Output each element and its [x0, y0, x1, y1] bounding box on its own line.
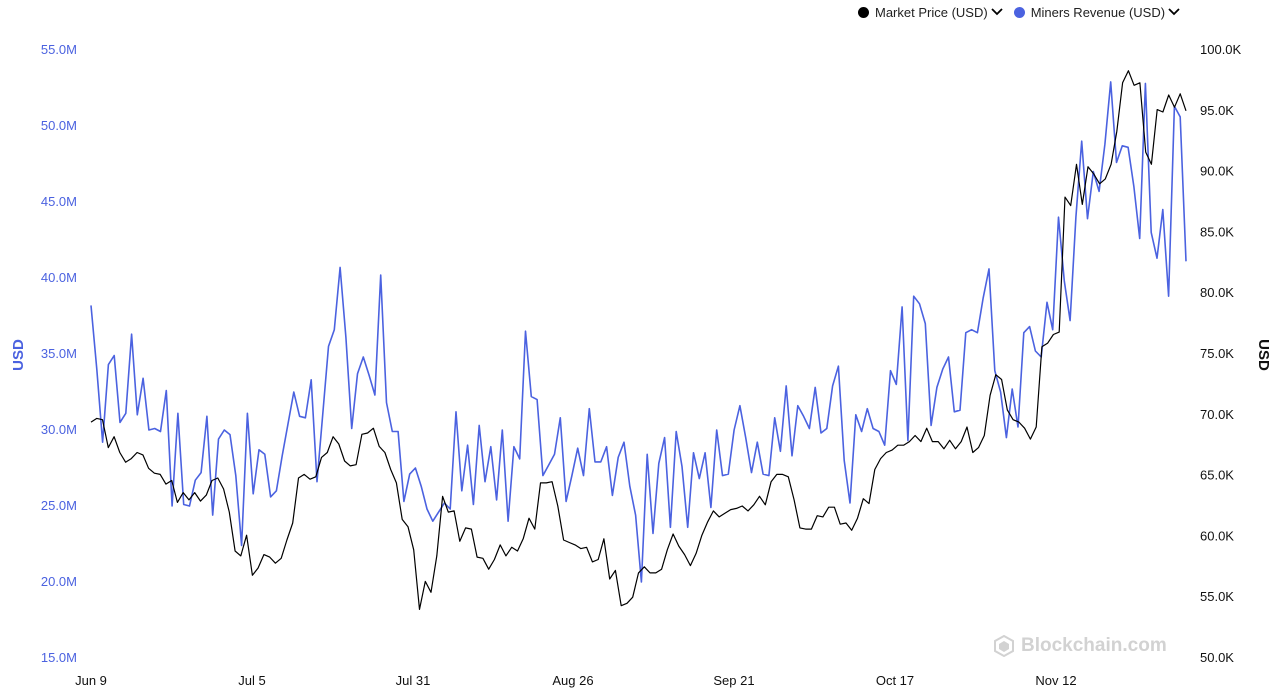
y-left-tick-label: 25.0M — [41, 498, 77, 513]
right-axis: 50.0K 55.0K 60.0K 65.0K 70.0K 75.0K 80.0K 85.0K… — [1200, 42, 1242, 665]
series-line-market-price[interactable] — [90, 70, 1187, 610]
y-right-tick-label: 55.0K — [1200, 589, 1234, 604]
x-tick-label: Aug 26 — [552, 673, 593, 688]
y-right-tick-label: 100.0K — [1200, 42, 1242, 57]
x-tick-label: Oct 17 — [876, 673, 914, 688]
y-right-tick-label: 75.0K — [1200, 346, 1234, 361]
left-axis-title: USD — [10, 339, 27, 371]
x-tick-label: Jul 31 — [396, 673, 431, 688]
y-left-tick-label: 35.0M — [41, 346, 77, 361]
y-left-tick-label: 45.0M — [41, 194, 77, 209]
legend-label-miners-revenue: Miners Revenue (USD) — [1030, 4, 1166, 20]
x-tick-label: Nov 12 — [1035, 673, 1076, 688]
y-left-tick-label: 50.0M — [41, 118, 77, 133]
legend-item-miners-revenue[interactable]: Miners Revenue (USD) — [1013, 4, 1181, 20]
x-tick-label: Sep 21 — [713, 673, 754, 688]
chevron-down-icon[interactable] — [990, 5, 1004, 19]
y-right-tick-label: 70.0K — [1200, 407, 1234, 422]
x-tick-label: Jul 5 — [238, 673, 265, 688]
watermark: Blockchain.com — [993, 634, 1167, 658]
y-left-tick-label: 15.0M — [41, 650, 77, 665]
y-left-tick-label: 40.0M — [41, 270, 77, 285]
y-right-tick-label: 60.0K — [1200, 528, 1234, 543]
legend-label-market-price: Market Price (USD) — [875, 4, 988, 20]
y-right-tick-label: 65.0K — [1200, 468, 1234, 483]
x-axis: Jun 9 Jul 5 Jul 31 Aug 26 Sep 21 Oct 17 Nov 12 — [75, 673, 1077, 688]
watermark-text: Blockchain.com — [1021, 635, 1167, 656]
y-right-tick-label: 90.0K — [1200, 164, 1234, 179]
x-tick-label: Jun 9 — [75, 673, 107, 688]
y-right-tick-label: 95.0K — [1200, 103, 1234, 118]
y-right-tick-label: 85.0K — [1200, 224, 1234, 239]
y-right-tick-label: 80.0K — [1200, 285, 1234, 300]
y-left-tick-label: 55.0M — [41, 42, 77, 57]
legend: Market Price (USD) Miners Revenue (USD) — [858, 2, 1191, 22]
y-right-tick-label: 50.0K — [1200, 650, 1234, 665]
blockchain-logo-icon — [994, 635, 1014, 657]
left-axis: 15.0M 20.0M 25.0M 30.0M 35.0M 40.0M 45.0M 50.0M… — [41, 42, 77, 665]
legend-item-market-price[interactable]: Market Price (USD) — [858, 5, 1004, 20]
y-left-tick-label: 20.0M — [41, 574, 77, 589]
series-line-miners-revenue[interactable] — [90, 81, 1187, 583]
right-axis-title: USD — [1255, 339, 1272, 371]
miners-revenue-dot-icon — [1013, 6, 1025, 18]
chevron-down-icon[interactable] — [1167, 5, 1181, 19]
market-price-dot-icon — [858, 6, 869, 18]
y-left-tick-label: 30.0M — [41, 422, 77, 437]
